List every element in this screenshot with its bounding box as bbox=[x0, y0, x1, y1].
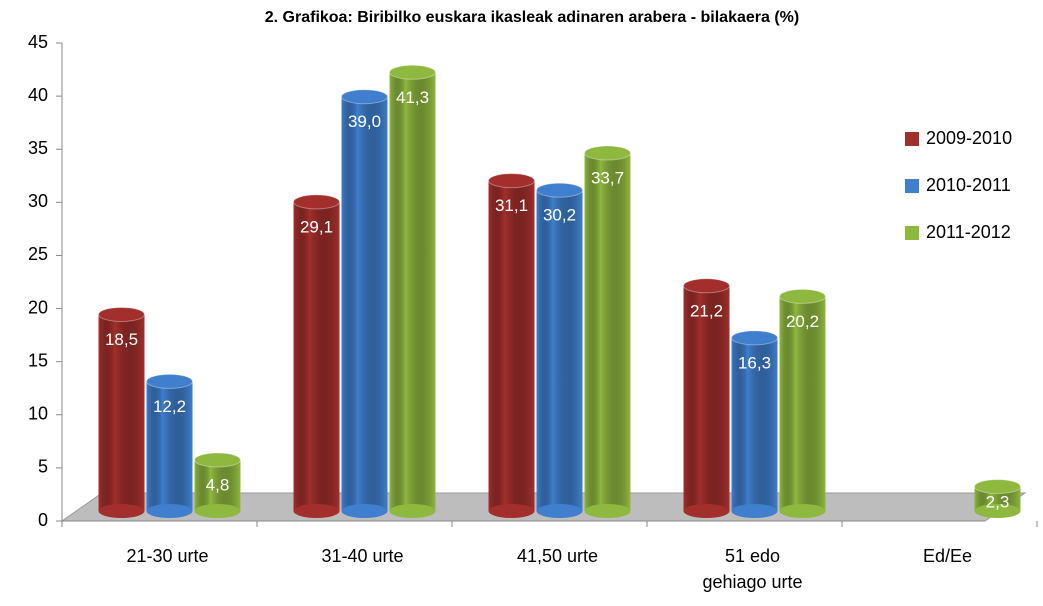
bar-shade bbox=[488, 180, 535, 511]
legend-label: 2010-2011 bbox=[926, 175, 1011, 195]
bar bbox=[146, 373, 193, 518]
bar-top bbox=[536, 182, 583, 198]
bar-top bbox=[731, 330, 778, 346]
bar-bottom bbox=[584, 504, 631, 518]
bar-top bbox=[488, 173, 535, 189]
bar bbox=[536, 182, 583, 518]
legend-swatch bbox=[905, 132, 919, 146]
bar bbox=[341, 89, 388, 518]
y-tick-label: 35 bbox=[28, 138, 48, 158]
y-tick-label: 20 bbox=[28, 297, 48, 317]
bar-shade bbox=[98, 314, 145, 511]
bar bbox=[488, 173, 535, 518]
bar-shade bbox=[389, 72, 436, 512]
bar-top bbox=[194, 452, 241, 468]
bar-top bbox=[293, 194, 340, 210]
bar-shade bbox=[194, 460, 241, 511]
y-tick-label: 5 bbox=[38, 457, 48, 477]
data-label: 2,3 bbox=[986, 492, 1010, 511]
bar-bottom bbox=[779, 504, 826, 518]
bar-bottom bbox=[536, 504, 583, 518]
x-tick-label: 21-30 urte bbox=[126, 546, 209, 566]
bar-bottom bbox=[488, 504, 535, 518]
bar bbox=[194, 452, 241, 518]
data-label: 20,2 bbox=[786, 312, 819, 331]
chart-title: 2. Grafikoa: Biribilko euskara ikasleak … bbox=[265, 9, 799, 26]
bar-top bbox=[389, 64, 436, 80]
bar-top bbox=[779, 288, 826, 304]
data-label: 30,2 bbox=[543, 206, 576, 225]
data-label: 41,3 bbox=[396, 88, 429, 107]
data-label: 31,1 bbox=[495, 196, 528, 215]
bar bbox=[293, 194, 340, 518]
bar bbox=[731, 330, 778, 518]
y-tick-label: 15 bbox=[28, 350, 48, 370]
legend-label: 2009-2010 bbox=[926, 128, 1012, 148]
bar bbox=[779, 288, 826, 518]
bar-bottom bbox=[293, 504, 340, 518]
bar-bottom bbox=[731, 504, 778, 518]
bar bbox=[974, 479, 1021, 518]
x-tick-label: 51 edo gehiago urte bbox=[702, 546, 803, 592]
bar-shade bbox=[683, 285, 730, 511]
bar-top bbox=[683, 278, 730, 294]
bar-shade bbox=[293, 201, 340, 512]
data-label: 29,1 bbox=[300, 217, 333, 236]
data-label: 18,5 bbox=[105, 330, 138, 349]
bar bbox=[98, 306, 145, 518]
y-tick-label: 45 bbox=[28, 32, 48, 52]
bar-shade bbox=[146, 381, 193, 511]
x-tick-label: 41,50 urte bbox=[516, 546, 599, 566]
bar bbox=[389, 64, 436, 518]
bar-shade bbox=[731, 337, 778, 511]
legend-swatch bbox=[905, 179, 919, 193]
bar-bottom bbox=[683, 504, 730, 518]
data-label: 33,7 bbox=[591, 169, 624, 188]
bar-bottom bbox=[146, 504, 193, 518]
bar-top bbox=[146, 373, 193, 389]
data-label: 12,2 bbox=[153, 397, 186, 416]
y-tick-label: 40 bbox=[28, 85, 48, 105]
bar-bottom bbox=[98, 504, 145, 518]
bar-shade bbox=[779, 296, 826, 511]
legend-label: 2011-2012 bbox=[926, 222, 1011, 242]
y-tick-label: 10 bbox=[28, 404, 48, 424]
bar-top bbox=[974, 479, 1021, 495]
y-tick-label: 30 bbox=[28, 191, 48, 211]
legend-swatch bbox=[905, 226, 919, 240]
bar bbox=[683, 278, 730, 518]
bar-top bbox=[98, 306, 145, 322]
bar bbox=[584, 145, 631, 518]
data-label: 39,0 bbox=[348, 112, 381, 131]
bar-shade bbox=[584, 153, 631, 511]
data-label: 21,2 bbox=[690, 301, 723, 320]
bar-shade bbox=[341, 96, 388, 511]
bar-bottom bbox=[341, 504, 388, 518]
x-tick-label: 31-40 urte bbox=[321, 546, 404, 566]
bar-bottom bbox=[974, 504, 1021, 518]
bar-top bbox=[341, 89, 388, 105]
data-label: 16,3 bbox=[738, 353, 771, 372]
bar-bottom bbox=[389, 504, 436, 518]
y-tick-label: 25 bbox=[28, 244, 48, 264]
bar-top bbox=[584, 145, 631, 161]
y-tick-label: 0 bbox=[38, 510, 48, 530]
bar-bottom bbox=[194, 504, 241, 518]
bar-shade bbox=[536, 190, 583, 511]
data-label: 4,8 bbox=[206, 475, 230, 494]
x-tick-label: Ed/Ee bbox=[922, 546, 973, 566]
